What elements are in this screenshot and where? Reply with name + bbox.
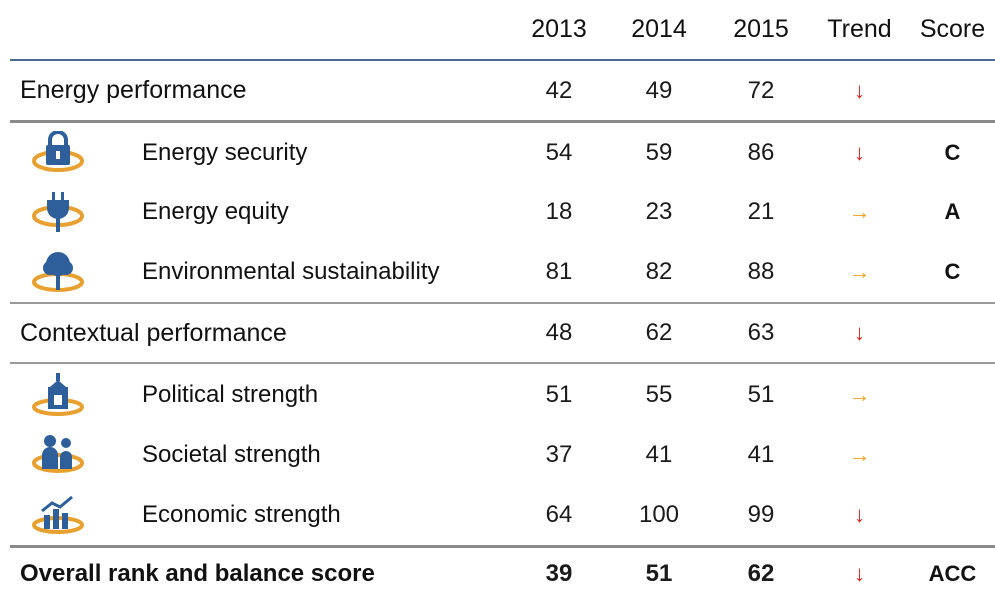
value-2014: 41 [645, 441, 673, 468]
header-2015: 2015 [733, 14, 789, 43]
trend-right-icon: → [848, 382, 871, 407]
table-row-environmental-sustainability: Environmental sustainability 81 82 88 → … [0, 242, 995, 302]
value-2014: 55 [645, 381, 673, 408]
score-value: A [944, 199, 961, 224]
value-2013: 37 [545, 441, 573, 468]
value-2014: 23 [645, 198, 673, 225]
trend-down-icon: ↓ [854, 77, 865, 103]
value-2013: 48 [545, 319, 573, 346]
value-2013: 18 [545, 198, 573, 225]
value-2014: 59 [645, 139, 673, 166]
row-label: Energy performance [20, 76, 247, 104]
trend-down-icon: ↓ [854, 140, 865, 165]
value-2013: 54 [545, 139, 573, 166]
section-row-energy-performance: Energy performance 42 49 72 ↓ [0, 61, 995, 120]
value-2013: 81 [545, 258, 573, 285]
value-2014: 62 [645, 319, 673, 346]
table-header: 2013 2014 2015 Trend Score [0, 0, 995, 58]
value-2015: 99 [747, 501, 775, 528]
score-value [910, 304, 995, 362]
score-value: C [944, 140, 961, 165]
table-row-societal-strength: Societal strength 37 41 41 → [0, 425, 995, 485]
plug-icon [32, 192, 84, 232]
value-2014: 82 [645, 258, 673, 285]
summary-row-overall: Overall rank and balance score 39 51 62 … [0, 549, 995, 599]
score-value [910, 485, 995, 545]
header-trend: Trend [827, 14, 892, 43]
section-divider [10, 545, 995, 548]
table-row-political-strength: Political strength 51 55 51 → [0, 365, 995, 425]
lock-icon [32, 131, 84, 172]
value-2015: 86 [747, 139, 775, 166]
table-row-economic-strength: Economic strength 64 100 99 ↓ [0, 485, 995, 545]
value-2015: 41 [747, 441, 775, 468]
people-icon [32, 435, 84, 473]
trend-down-icon: ↓ [854, 502, 865, 527]
score-value [910, 425, 995, 485]
trend-down-icon: ↓ [854, 561, 865, 586]
value-2015: 63 [747, 319, 775, 346]
header-score: Score [919, 14, 986, 43]
value-2015: 51 [747, 381, 775, 408]
score-value [910, 365, 995, 425]
row-label: Political strength [142, 381, 319, 408]
header-2013: 2013 [531, 14, 587, 43]
row-label: Contextual performance [20, 318, 287, 347]
table-row-energy-security: Energy security 54 59 86 ↓ C [0, 124, 995, 182]
value-2014: 51 [645, 560, 673, 587]
row-label: Energy security [142, 139, 308, 166]
bar-chart-icon [32, 495, 84, 534]
section-divider [10, 120, 995, 123]
row-label: Environmental sustainability [142, 258, 440, 285]
row-label: Energy equity [142, 198, 289, 225]
value-2013: 51 [545, 381, 573, 408]
value-2014: 100 [638, 501, 680, 528]
value-2015: 62 [747, 560, 775, 587]
trend-down-icon: ↓ [854, 320, 865, 345]
score-value: C [944, 259, 961, 284]
tree-icon [32, 252, 84, 292]
value-2015: 72 [747, 76, 775, 104]
value-2013: 39 [545, 560, 573, 587]
value-2013: 42 [545, 76, 573, 104]
trend-right-icon: → [848, 199, 871, 224]
row-label: Overall rank and balance score [20, 560, 375, 587]
table-row-energy-equity: Energy equity 18 23 21 → A [0, 182, 995, 242]
value-2015: 21 [747, 198, 775, 225]
header-2014: 2014 [631, 14, 687, 43]
value-2015: 88 [747, 258, 775, 285]
value-2013: 64 [545, 501, 573, 528]
trend-right-icon: → [848, 259, 871, 284]
score-value: ACC [928, 561, 977, 586]
section-divider [10, 302, 995, 304]
header-divider [10, 59, 995, 61]
government-building-icon [32, 373, 84, 416]
row-label: Economic strength [142, 501, 341, 528]
row-label: Societal strength [142, 441, 321, 468]
section-row-contextual-performance: Contextual performance 48 62 63 ↓ [0, 304, 995, 362]
score-value [910, 61, 995, 120]
value-2014: 49 [645, 76, 673, 104]
section-divider [10, 362, 995, 364]
trend-right-icon: → [848, 442, 871, 467]
